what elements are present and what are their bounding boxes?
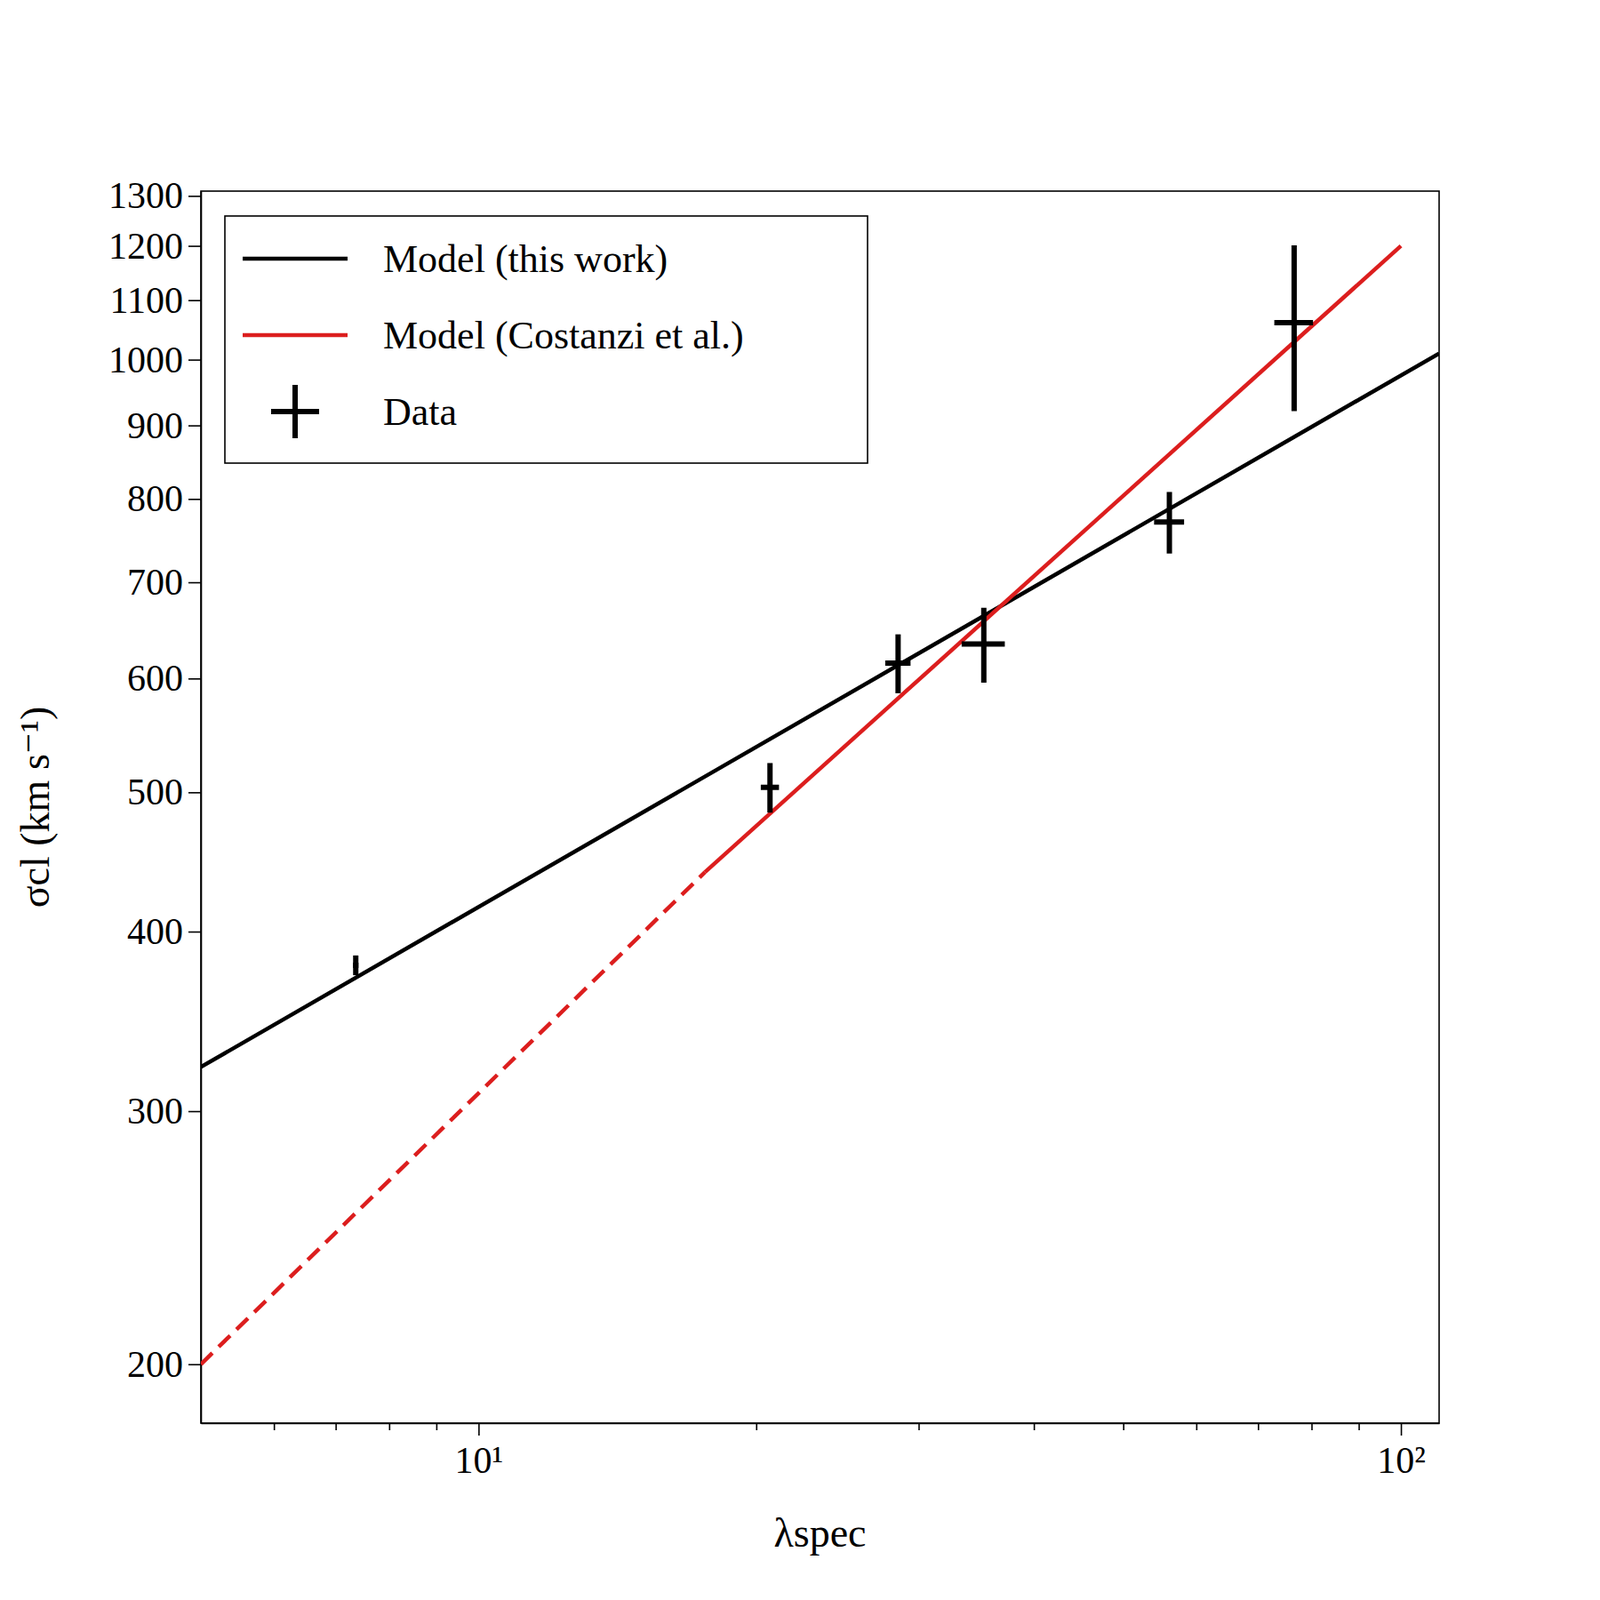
x-tick-mark <box>389 1423 392 1431</box>
y-tick-mark <box>188 299 201 302</box>
y-tick: 400 <box>127 911 201 952</box>
y-axis: 200 300 400 500 600 700 800 900 1000 1100 1200 1300 <box>108 175 202 1424</box>
y-axis-label: σcl (km s⁻¹) <box>12 706 58 908</box>
x-tick <box>436 1423 438 1431</box>
x-tick <box>1033 1423 1035 1431</box>
legend-label: Data <box>383 390 457 434</box>
model-line <box>200 872 705 1365</box>
x-tick-mark <box>1400 1423 1403 1436</box>
x-tick-mark <box>755 1423 758 1431</box>
chart: 10¹ 10² 200 300 400 500 600 700 800 900 1000 1100 12… <box>0 0 1600 1600</box>
x-tick-mark <box>273 1423 276 1431</box>
x-tick-mark <box>1358 1423 1360 1431</box>
x-tick <box>1311 1423 1312 1431</box>
y-tick: 300 <box>127 1090 201 1132</box>
x-tick: 10¹ <box>455 1423 504 1481</box>
y-tick-label: 1200 <box>108 225 184 267</box>
y-tick-mark <box>188 359 201 361</box>
y-tick-label: 400 <box>127 911 184 952</box>
y-tick-mark <box>188 582 201 584</box>
x-tick <box>273 1423 275 1431</box>
y-tick-label: 1000 <box>108 339 184 381</box>
x-tick-mark <box>335 1423 337 1431</box>
y-tick: 1000 <box>108 339 201 381</box>
legend-label: Model (Costanzi et al.) <box>383 313 744 358</box>
x-error-bar <box>1274 320 1314 326</box>
y-tick-mark <box>188 1111 201 1113</box>
y-tick: 200 <box>127 1344 201 1385</box>
plot-frame <box>200 191 1440 1424</box>
x-axis-label: λspec <box>773 1510 866 1556</box>
y-tick-label: 1300 <box>108 175 184 216</box>
y-tick-mark <box>188 424 201 427</box>
y-tick-label: 600 <box>127 657 184 699</box>
x-tick <box>756 1423 758 1431</box>
x-tick-mark <box>1033 1423 1036 1431</box>
y-tick-label: 800 <box>127 478 184 520</box>
x-tick-mark <box>1257 1423 1260 1431</box>
y-tick-mark <box>188 245 201 248</box>
x-tick <box>918 1423 920 1431</box>
x-error-bar <box>352 962 359 968</box>
x-tick-mark <box>1196 1423 1199 1431</box>
x-tick-label: 10¹ <box>455 1440 504 1481</box>
x-error-bar <box>760 784 779 791</box>
y-tick: 1300 <box>108 175 201 216</box>
y-tick: 500 <box>127 771 201 813</box>
y-tick-mark <box>188 498 201 501</box>
x-tick <box>1359 1423 1360 1431</box>
y-tick: 700 <box>127 561 201 603</box>
legend: Model (this work) Model (Costanzi et al.)… <box>224 216 868 464</box>
x-tick <box>389 1423 391 1431</box>
y-tick-mark <box>188 195 201 198</box>
x-tick-mark <box>478 1423 480 1436</box>
y-tick: 800 <box>127 478 201 520</box>
y-tick-label: 1100 <box>110 280 184 321</box>
y-tick: 900 <box>127 405 201 447</box>
legend-swatch <box>242 333 348 338</box>
y-axis-line <box>200 192 203 1424</box>
x-axis: 10¹ 10² <box>201 1423 1440 1481</box>
y-tick-mark <box>188 1363 201 1366</box>
x-tick <box>336 1423 337 1431</box>
x-tick: 10² <box>1376 1423 1426 1481</box>
y-tick-label: 200 <box>127 1344 184 1385</box>
legend-box <box>224 216 868 464</box>
x-axis-line <box>201 1423 1440 1425</box>
y-tick: 1200 <box>108 225 201 267</box>
x-tick <box>1123 1423 1125 1431</box>
y-tick: 600 <box>127 657 201 699</box>
x-error-bar <box>961 641 1006 648</box>
y-tick-mark <box>188 678 201 680</box>
x-error-bar <box>885 660 911 666</box>
x-error-bar <box>1153 519 1184 525</box>
x-tick-mark <box>1122 1423 1125 1431</box>
y-tick-label: 300 <box>127 1090 184 1132</box>
y-tick: 1100 <box>110 280 201 321</box>
legend-swatch <box>271 408 320 415</box>
x-tick <box>1196 1423 1198 1431</box>
x-tick-mark <box>1311 1423 1313 1431</box>
x-tick <box>1257 1423 1259 1431</box>
x-tick-mark <box>918 1423 920 1431</box>
y-tick-mark <box>188 931 201 934</box>
y-error-bar <box>1291 245 1297 411</box>
y-tick-label: 700 <box>127 561 184 603</box>
x-tick-mark <box>436 1423 439 1431</box>
y-tick-label: 500 <box>127 771 184 813</box>
legend-label: Model (this work) <box>383 237 668 281</box>
x-tick-label: 10² <box>1376 1440 1426 1481</box>
plot: 10¹ 10² 200 300 400 500 600 700 800 900 1000 1100 12… <box>108 175 1440 1480</box>
y-tick-mark <box>188 792 201 794</box>
y-tick-label: 900 <box>127 405 184 447</box>
y-error-bar <box>352 955 359 976</box>
legend-swatch <box>242 256 348 262</box>
